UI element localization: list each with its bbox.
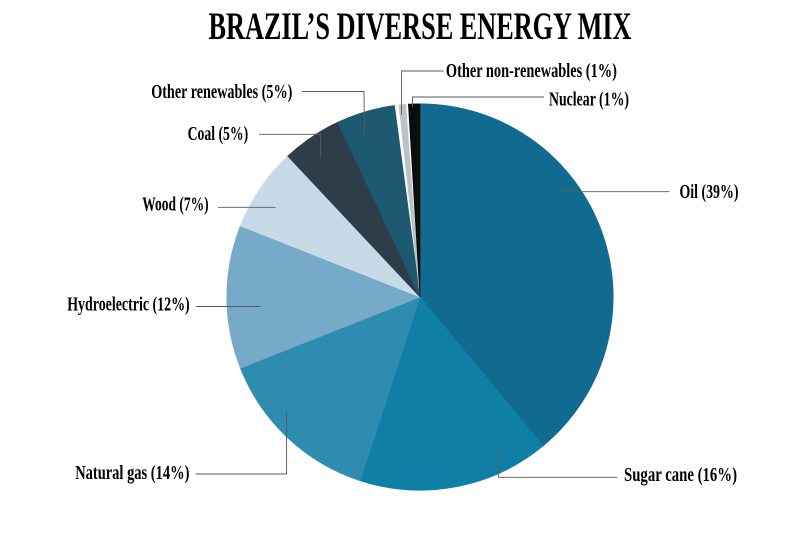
svg-text:Oil (39%): Oil (39%)	[680, 181, 739, 203]
svg-text:Sugar cane (16%): Sugar cane (16%)	[624, 464, 737, 486]
svg-text:BRAZIL’S DIVERSE ENERGY MIX: BRAZIL’S DIVERSE ENERGY MIX	[209, 5, 632, 48]
svg-text:Other non-renewables (1%): Other non-renewables (1%)	[446, 60, 617, 82]
svg-text:Hydroelectric (12%): Hydroelectric (12%)	[67, 293, 189, 315]
svg-text:Nuclear (1%): Nuclear (1%)	[549, 89, 629, 111]
svg-text:Coal (5%): Coal (5%)	[188, 123, 249, 145]
svg-text:Other renewables (5%): Other renewables (5%)	[151, 81, 292, 103]
svg-text:Wood (7%): Wood (7%)	[142, 194, 208, 216]
svg-text:Natural gas (14%): Natural gas (14%)	[75, 462, 189, 484]
